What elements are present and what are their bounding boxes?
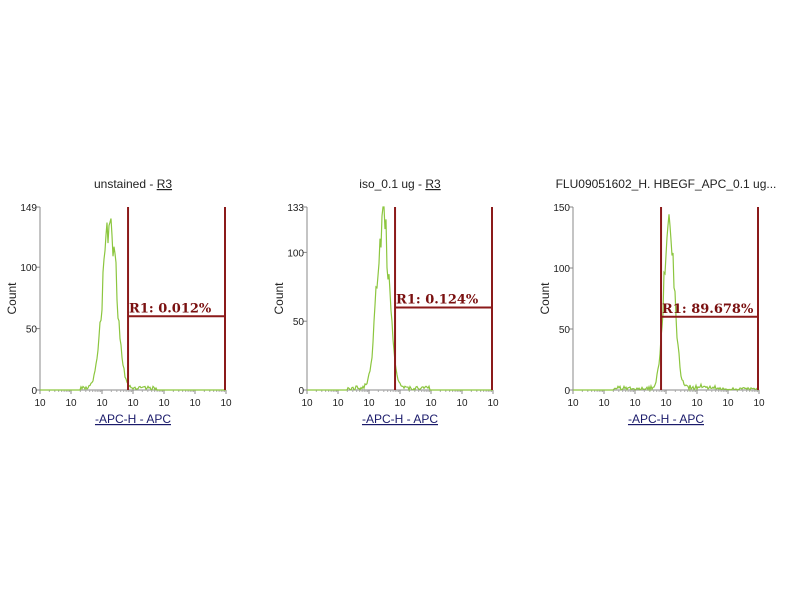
y-tick-label: 149 (20, 203, 37, 214)
x-tick-label: 10 (753, 398, 765, 409)
gate-label: R1: 0.124% (396, 292, 479, 307)
x-axis-label[interactable]: -APC-H - APC (362, 412, 438, 426)
x-tick-label: 10 (660, 398, 672, 409)
y-tick-label: 100 (287, 248, 304, 259)
x-tick-label: 10 (34, 398, 46, 409)
x-tick-label: 10 (363, 398, 375, 409)
x-tick-label: 10 (127, 398, 139, 409)
title-separator: - (415, 177, 426, 191)
x-axis-label[interactable]: -APC-H - APC (628, 412, 704, 426)
y-tick-label: 50 (293, 317, 305, 328)
x-tick-label: 10 (425, 398, 437, 409)
histogram-trace (307, 206, 493, 392)
histogram-panel-1: unstained - R3 0 50 100 149 10 10 10 10 10 10 10 -AP… (5, 177, 232, 426)
y-tick-label: 0 (564, 386, 570, 397)
x-tick-label: 10 (691, 398, 703, 409)
x-tick-label: 10 (487, 398, 499, 409)
y-axis-label: Count (538, 282, 552, 315)
y-tick-label: 0 (31, 386, 37, 397)
x-tick-label: 10 (301, 398, 313, 409)
y-tick-label: 100 (553, 264, 570, 275)
plot-title: unstained - R3 (94, 177, 172, 191)
region-link[interactable]: R3 (425, 177, 441, 191)
x-tick-label: 10 (567, 398, 579, 409)
histogram-panel-2: iso_0.1 ug - R3 0 50 100 133 10 10 10 10 10 10 10 -A… (272, 177, 499, 426)
histogram-trace (40, 218, 226, 391)
x-tick-label: 10 (456, 398, 468, 409)
plot-title-text: FLU09051602_H. HBEGF_APC_0.1 ug... (556, 177, 777, 191)
x-tick-label: 10 (189, 398, 201, 409)
y-axis-label: Count (272, 282, 286, 315)
x-tick-label: 10 (722, 398, 734, 409)
x-tick-label: 10 (394, 398, 406, 409)
x-tick-label: 10 (220, 398, 232, 409)
x-tick-label: 10 (332, 398, 344, 409)
y-tick-label: 0 (298, 386, 304, 397)
plot-title-text: unstained (94, 177, 146, 191)
x-tick-label: 10 (158, 398, 170, 409)
x-tick-label: 10 (598, 398, 610, 409)
y-tick-label: 50 (26, 325, 38, 336)
y-tick-label: 133 (287, 203, 304, 214)
x-tick-label: 10 (96, 398, 108, 409)
x-axis-label[interactable]: -APC-H - APC (95, 412, 171, 426)
region-link[interactable]: R3 (157, 177, 173, 191)
y-tick-label: 150 (553, 203, 570, 214)
title-separator: - (146, 177, 157, 191)
x-tick-label: 10 (629, 398, 641, 409)
plot-title: iso_0.1 ug - R3 (359, 177, 441, 191)
plot-title: FLU09051602_H. HBEGF_APC_0.1 ug... (556, 177, 777, 191)
histogram-trace (573, 214, 760, 392)
gate-label: R1: 89.678% (662, 302, 754, 317)
plot-title-text: iso_0.1 ug (359, 177, 414, 191)
x-tick-label: 10 (65, 398, 77, 409)
y-axis-label: Count (5, 282, 19, 315)
y-tick-label: 100 (20, 263, 37, 274)
y-tick-label: 50 (559, 325, 571, 336)
histogram-panel-3: FLU09051602_H. HBEGF_APC_0.1 ug... 0 50 100… (538, 177, 776, 426)
gate-label: R1: 0.012% (129, 301, 212, 316)
